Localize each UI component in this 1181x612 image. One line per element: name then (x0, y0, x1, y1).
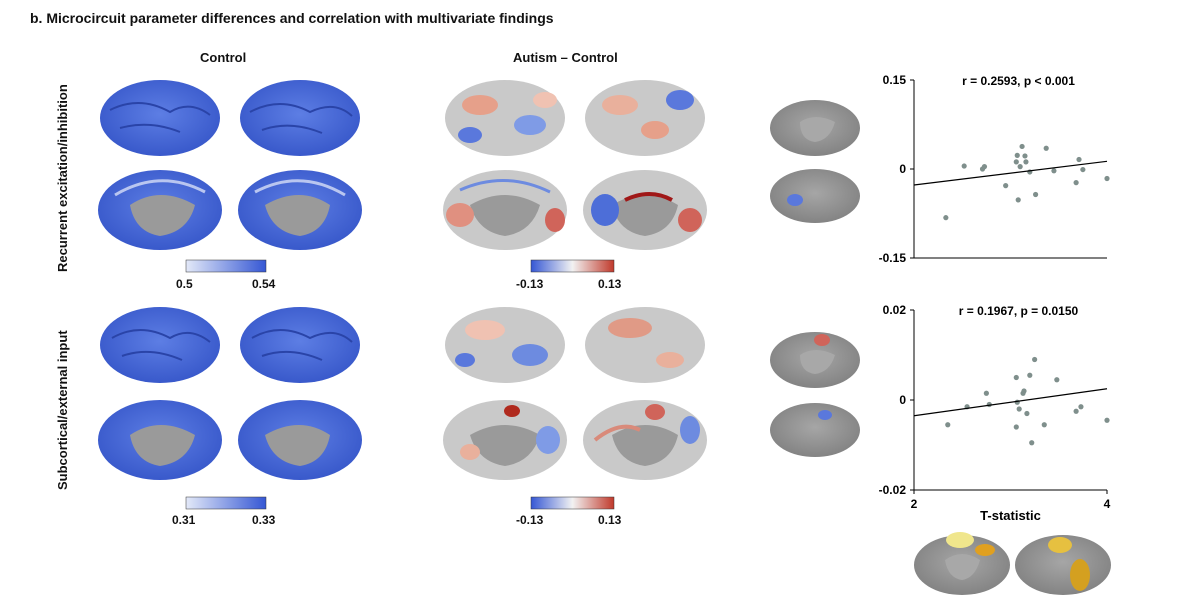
scatter-point (1076, 156, 1082, 163)
brain-diff-lateral-left (445, 80, 565, 156)
cbar1-max: 0.54 (252, 277, 276, 291)
figure-title: b. Microcircuit parameter differences an… (30, 10, 554, 26)
brain-diff2-medial-left (443, 400, 567, 480)
brain-projection-small-2a (770, 332, 860, 388)
scatter-point (961, 163, 967, 169)
x-tick-label: 4 (1104, 497, 1111, 511)
scatter-point (1003, 183, 1009, 189)
cbar2-min: 0.31 (172, 513, 196, 527)
scatter-point (1078, 404, 1084, 410)
scatter-point (1032, 191, 1039, 198)
scatter-point (1023, 159, 1029, 165)
brain-control-medial-left (98, 170, 222, 250)
scatter-point (1104, 417, 1110, 423)
scatter-point (1041, 422, 1047, 428)
scatter-point (1017, 164, 1023, 170)
cbar-diff2-max: 0.13 (598, 513, 622, 527)
scatter-point (1029, 440, 1035, 446)
scatter-point (1014, 399, 1020, 405)
fit-line (913, 388, 1108, 417)
scatter-point (1080, 166, 1086, 173)
x-tick-label: 2 (911, 497, 918, 511)
brain-tstat-medial (914, 532, 1010, 595)
scatter-point (1022, 153, 1028, 159)
cbar-diff2-min: -0.13 (516, 513, 544, 527)
brain-tstat-lateral (1015, 535, 1111, 595)
scatter-point (943, 215, 949, 221)
colorbar-control-2 (185, 496, 267, 510)
scatter-point (1015, 197, 1021, 203)
y-tick-label: 0.02 (883, 303, 907, 317)
scatter-point (1073, 180, 1079, 186)
scatter-plot-1: 0.15 0 -0.15 r = 0.2593, p < 0.001 (879, 73, 1110, 265)
brain-control2-lateral-left (100, 307, 220, 383)
brain-projection-small-1b (770, 169, 860, 223)
colorbar-control-1 (185, 259, 267, 273)
scatter-point (1019, 143, 1025, 150)
cbar1-min: 0.5 (176, 277, 193, 291)
scatter-point (1021, 388, 1027, 394)
scatter-point (1013, 159, 1019, 165)
scatter-point (1051, 168, 1057, 174)
scatter-point (1104, 175, 1110, 182)
scatter-point (1073, 408, 1079, 414)
brain-diff2-medial-right (583, 400, 707, 480)
scatter-point (945, 422, 951, 428)
brain-diff-lateral-right (585, 80, 705, 156)
scatter-plot-2: 0.02 0 -0.02 2 4 T-statistic r = 0.1967, p = 0… (879, 303, 1111, 523)
y-tick-label: 0 (899, 393, 906, 407)
brain-diff-medial-left (443, 170, 567, 250)
brain-control-lateral-right (240, 80, 360, 156)
brain-diff2-lateral-right (585, 307, 705, 383)
cbar-diff1-max: 0.13 (598, 277, 622, 291)
brain-control2-medial-right (238, 400, 362, 480)
cbar-diff1-min: -0.13 (516, 277, 544, 291)
brain-control-medial-right (238, 170, 362, 250)
colorbar-diff-1 (530, 259, 615, 273)
scatter-point (1014, 152, 1020, 158)
colorbar-diff-2 (530, 496, 615, 510)
scatter-point (1043, 145, 1049, 151)
brain-diff-medial-right (583, 170, 707, 250)
scatter-point (1013, 374, 1019, 381)
y-tick-label: -0.02 (879, 483, 907, 497)
correlation-annotation: r = 0.2593, p < 0.001 (962, 74, 1075, 88)
scatter-point (981, 164, 988, 170)
brain-projection-small-1a (770, 100, 860, 156)
correlation-annotation: r = 0.1967, p = 0.0150 (959, 304, 1079, 318)
brain-diff2-lateral-left (445, 307, 565, 383)
cbar2-max: 0.33 (252, 513, 276, 527)
brain-control2-lateral-right (240, 307, 360, 383)
y-tick-label: 0 (899, 162, 906, 176)
scatter-point (1013, 424, 1019, 430)
brain-control2-medial-left (98, 400, 222, 480)
scatter-point (1024, 410, 1030, 417)
column-title-control: Control (200, 50, 247, 65)
y-tick-label: -0.15 (879, 251, 907, 265)
column-title-diff: Autism – Control (513, 50, 618, 65)
scatter-point (983, 390, 989, 396)
x-axis-label: T-statistic (980, 508, 1041, 523)
brain-projection-small-2b (770, 403, 860, 457)
scatter-point (1054, 377, 1060, 383)
brain-control-lateral-left (100, 80, 220, 156)
scatter-point (1027, 372, 1033, 378)
scatter-point (1032, 356, 1038, 363)
y-tick-label: 0.15 (883, 73, 907, 87)
scatter-point (1016, 406, 1022, 412)
fit-line (913, 160, 1108, 186)
